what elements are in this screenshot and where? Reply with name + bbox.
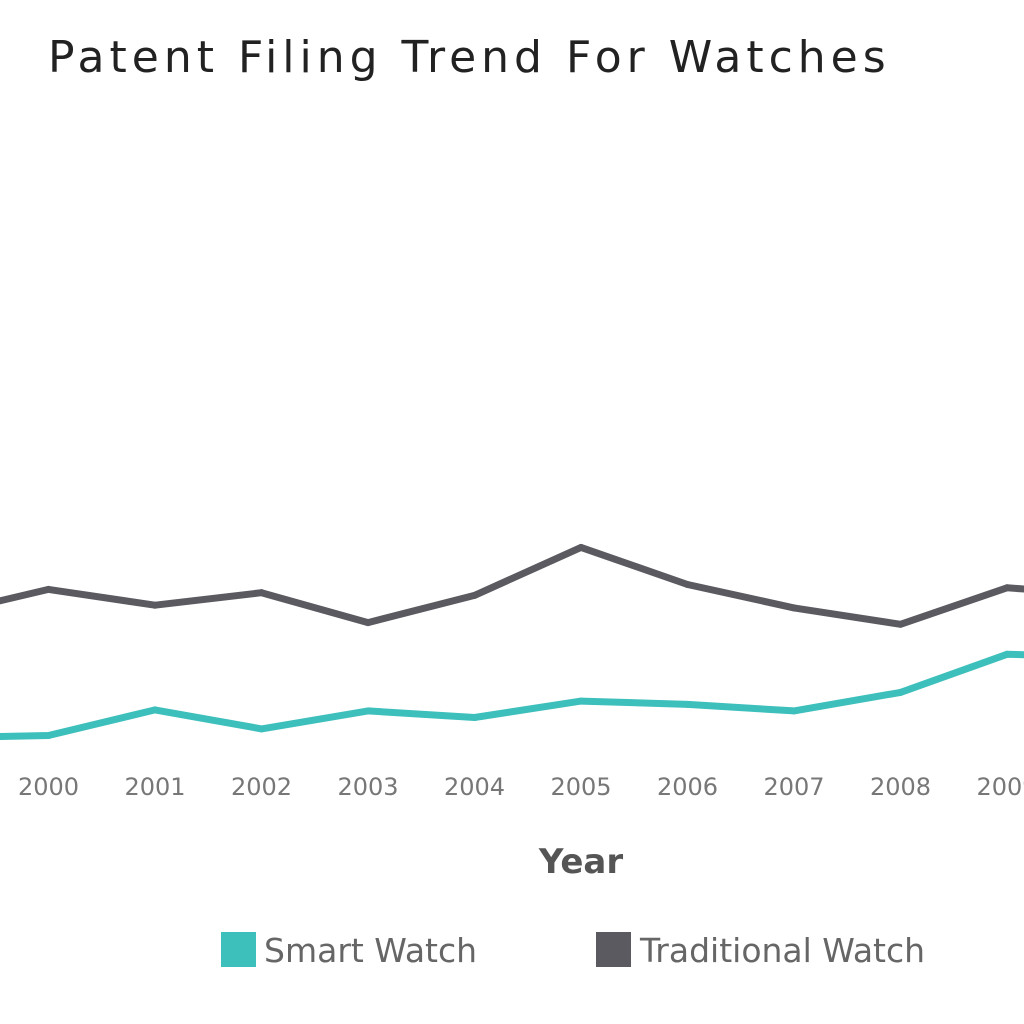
series-line-smart-watch [0,650,1024,740]
data-point-smart-watch-2000 [45,731,52,739]
data-point-smart-watch-2003 [364,707,372,715]
chart-title: Patent Filing Trend For Watches [48,32,891,83]
x-tick-label-2001: 2001 [124,773,185,801]
data-point-traditional-watch-2005 [577,543,585,551]
x-axis-ticks: 1999200020012002200320042005200620072008… [18,773,1024,801]
data-point-traditional-watch-2009 [1003,584,1011,592]
data-point-smart-watch-2008 [897,688,904,696]
data-point-smart-watch-2006 [684,700,691,708]
series-line-traditional-watch [0,543,1024,628]
data-point-traditional-watch-2004 [471,591,478,599]
x-tick-label-2006: 2006 [657,773,718,801]
data-point-traditional-watch-2008 [897,620,904,628]
legend-swatch-traditional-watch [596,932,631,967]
legend-label-traditional-watch: Traditional Watch [639,931,925,970]
data-point-traditional-watch-2003 [364,619,372,627]
x-tick-label-2005: 2005 [550,773,611,801]
x-tick-label-2000: 2000 [18,773,79,801]
series-lines [0,543,1024,740]
x-axis-title: Year [538,842,624,882]
legend-swatch-smart-watch [221,932,256,967]
data-point-traditional-watch-2002 [258,589,265,597]
data-point-smart-watch-2005 [577,697,585,705]
x-tick-label-2002: 2002 [231,773,292,801]
legend-label-smart-watch: Smart Watch [264,931,477,970]
plot-area [0,543,1024,740]
data-point-traditional-watch-2001 [151,601,159,609]
x-tick-label-2008: 2008 [870,773,931,801]
data-point-smart-watch-2009 [1003,650,1011,658]
x-tick-label-2004: 2004 [444,773,505,801]
legend: Smart Watch Traditional Watch [221,931,925,970]
data-point-traditional-watch-2007 [790,604,798,612]
data-point-traditional-watch-2006 [684,581,691,588]
data-point-traditional-watch-2000 [45,585,52,593]
x-tick-label-2007: 2007 [763,773,824,801]
x-tick-label-2003: 2003 [337,773,398,801]
data-point-smart-watch-2001 [151,706,159,714]
data-point-smart-watch-2002 [258,725,265,733]
data-point-smart-watch-2007 [790,707,798,715]
x-tick-label-2009: 2009 [976,773,1024,801]
data-point-smart-watch-2004 [471,713,478,721]
